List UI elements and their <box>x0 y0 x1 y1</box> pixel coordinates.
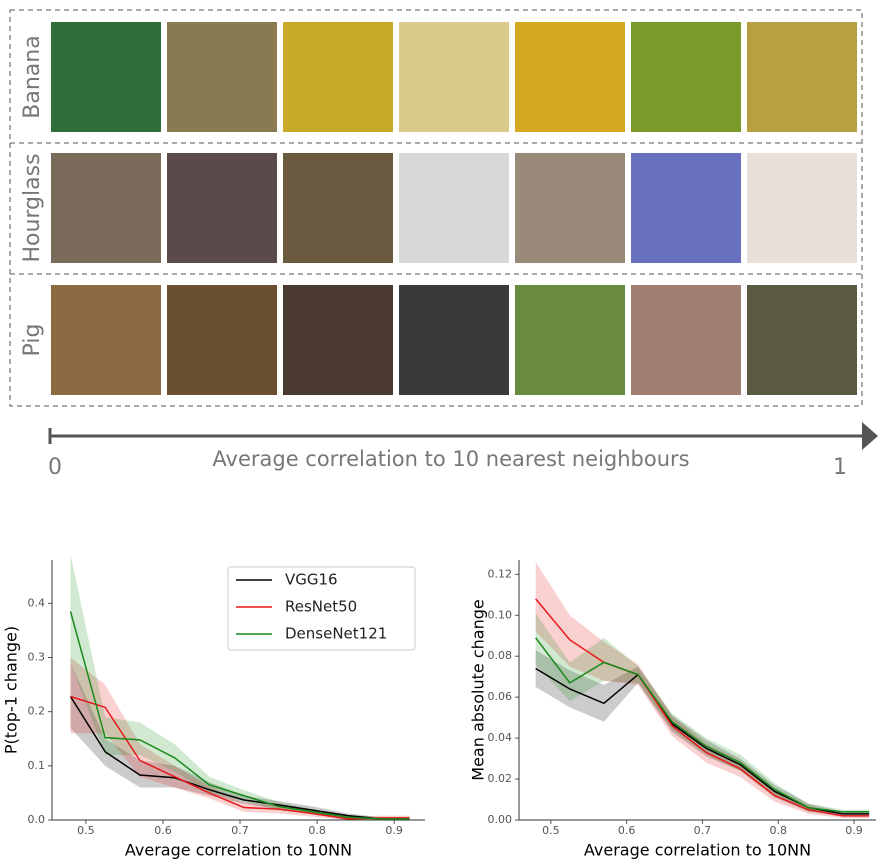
row-label: Banana <box>20 35 45 118</box>
row-label: Pig <box>20 324 45 357</box>
y-tick-label: 0.1 <box>28 759 46 772</box>
image-tile <box>283 285 393 395</box>
x-tick-label: 0.9 <box>845 824 863 837</box>
confidence-band <box>535 613 870 814</box>
x-axis-label: Average correlation to 10NN <box>125 841 352 860</box>
image-tile <box>515 285 625 395</box>
x-tick-label: 0.7 <box>231 824 249 837</box>
axis-start: 0 <box>48 455 62 480</box>
line <box>69 611 410 820</box>
frame <box>9 9 863 407</box>
image-tile <box>167 22 277 132</box>
confidence-band <box>70 662 410 820</box>
image-tile <box>51 153 161 263</box>
image-tile <box>631 153 741 263</box>
image-tile <box>51 22 161 132</box>
image-tile <box>167 285 277 395</box>
image-tile <box>747 22 857 132</box>
line <box>535 637 870 813</box>
y-axis-label: Mean absolute change <box>469 599 488 780</box>
y-tick-label: 0.12 <box>488 567 513 580</box>
axis-label: Average correlation to 10 nearest neighb… <box>212 447 689 471</box>
legend-label: DenseNet121 <box>285 625 387 643</box>
confidence-band <box>70 657 410 820</box>
y-tick-label: 0.08 <box>488 649 513 662</box>
line <box>69 696 410 820</box>
y-tick-label: 0.04 <box>488 731 513 744</box>
arrow-head <box>862 422 878 450</box>
image-tile <box>747 153 857 263</box>
image-tile <box>51 285 161 395</box>
x-tick-label: 0.8 <box>308 824 326 837</box>
x-tick-label: 0.6 <box>154 824 172 837</box>
legend-label: ResNet50 <box>285 598 357 616</box>
y-tick-label: 0.3 <box>28 651 46 664</box>
image-tile <box>283 22 393 132</box>
axis-end: 1 <box>833 455 847 480</box>
y-tick-label: 0.02 <box>488 772 513 785</box>
y-axis-label: P(top-1 change) <box>2 626 21 754</box>
y-tick-label: 0.10 <box>488 608 513 621</box>
image-tile <box>747 285 857 395</box>
x-tick-label: 0.8 <box>769 824 787 837</box>
y-tick-label: 0.4 <box>28 596 46 609</box>
x-tick-label: 0.5 <box>542 824 560 837</box>
image-tile <box>515 22 625 132</box>
x-axis-label: Average correlation to 10NN <box>584 841 811 860</box>
line <box>535 598 870 817</box>
row-label: Hourglass <box>20 153 45 262</box>
image-tile <box>399 153 509 263</box>
image-tile <box>399 22 509 132</box>
image-tile <box>167 153 277 263</box>
confidence-band <box>70 554 410 820</box>
y-tick-label: 0.0 <box>28 813 46 826</box>
image-tile <box>631 285 741 395</box>
legend-box <box>227 566 416 651</box>
x-tick-label: 0.5 <box>77 824 95 837</box>
y-tick-label: 0.06 <box>488 690 513 703</box>
x-tick-label: 0.9 <box>385 824 403 837</box>
image-tile <box>631 22 741 132</box>
image-tile <box>399 285 509 395</box>
x-tick-label: 0.6 <box>618 824 636 837</box>
image-tile <box>283 153 393 263</box>
x-tick-label: 0.7 <box>694 824 712 837</box>
image-tile <box>515 153 625 263</box>
y-tick-label: 0.2 <box>28 705 46 718</box>
y-tick-label: 0.00 <box>488 813 513 826</box>
legend-label: VGG16 <box>285 571 338 589</box>
